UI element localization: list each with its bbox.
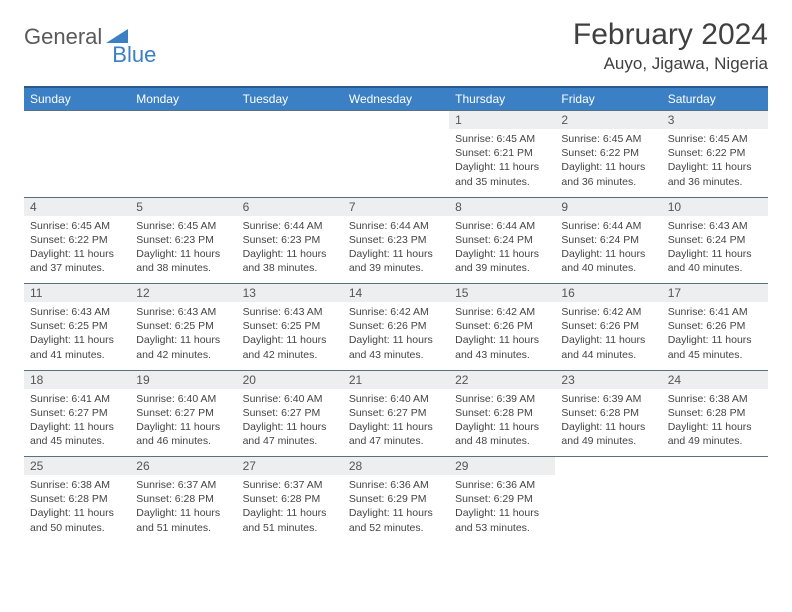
day-details-cell: Sunrise: 6:42 AMSunset: 6:26 PMDaylight:… — [343, 302, 449, 370]
calendar-body: 123Sunrise: 6:45 AMSunset: 6:21 PMDaylig… — [24, 111, 768, 544]
day-number-cell: 1 — [449, 111, 555, 130]
daynum-row: 18192021222324 — [24, 370, 768, 389]
day-number-cell: 17 — [662, 284, 768, 303]
brand-part1: General — [24, 24, 102, 50]
day-details-cell: Sunrise: 6:37 AMSunset: 6:28 PMDaylight:… — [237, 475, 343, 543]
details-row: Sunrise: 6:45 AMSunset: 6:21 PMDaylight:… — [24, 129, 768, 197]
details-row: Sunrise: 6:43 AMSunset: 6:25 PMDaylight:… — [24, 302, 768, 370]
day-number-cell: 29 — [449, 457, 555, 476]
day-details-cell: Sunrise: 6:41 AMSunset: 6:27 PMDaylight:… — [24, 389, 130, 457]
details-row: Sunrise: 6:41 AMSunset: 6:27 PMDaylight:… — [24, 389, 768, 457]
day-details-cell: Sunrise: 6:45 AMSunset: 6:21 PMDaylight:… — [449, 129, 555, 197]
day-details-cell: Sunrise: 6:44 AMSunset: 6:24 PMDaylight:… — [449, 216, 555, 284]
weekday-header: Wednesday — [343, 87, 449, 111]
day-number-cell — [24, 111, 130, 130]
day-details-cell: Sunrise: 6:45 AMSunset: 6:22 PMDaylight:… — [555, 129, 661, 197]
day-number-cell: 5 — [130, 197, 236, 216]
day-details-cell: Sunrise: 6:40 AMSunset: 6:27 PMDaylight:… — [130, 389, 236, 457]
day-number-cell — [555, 457, 661, 476]
day-number-cell: 4 — [24, 197, 130, 216]
page-header: General Blue February 2024 Auyo, Jigawa,… — [24, 18, 768, 74]
day-number-cell: 3 — [662, 111, 768, 130]
day-number-cell: 15 — [449, 284, 555, 303]
day-details-cell: Sunrise: 6:39 AMSunset: 6:28 PMDaylight:… — [449, 389, 555, 457]
day-details-cell: Sunrise: 6:40 AMSunset: 6:27 PMDaylight:… — [237, 389, 343, 457]
day-details-cell — [237, 129, 343, 197]
day-number-cell: 14 — [343, 284, 449, 303]
day-number-cell: 18 — [24, 370, 130, 389]
brand-part2: Blue — [112, 42, 156, 68]
day-number-cell: 13 — [237, 284, 343, 303]
day-number-cell: 21 — [343, 370, 449, 389]
daynum-row: 123 — [24, 111, 768, 130]
day-number-cell: 27 — [237, 457, 343, 476]
weekday-header: Friday — [555, 87, 661, 111]
weekday-header: Saturday — [662, 87, 768, 111]
day-number-cell: 8 — [449, 197, 555, 216]
day-details-cell: Sunrise: 6:41 AMSunset: 6:26 PMDaylight:… — [662, 302, 768, 370]
day-details-cell: Sunrise: 6:38 AMSunset: 6:28 PMDaylight:… — [662, 389, 768, 457]
weekday-header: Sunday — [24, 87, 130, 111]
location-subtitle: Auyo, Jigawa, Nigeria — [573, 54, 768, 74]
day-number-cell: 22 — [449, 370, 555, 389]
daynum-row: 2526272829 — [24, 457, 768, 476]
day-details-cell: Sunrise: 6:43 AMSunset: 6:24 PMDaylight:… — [662, 216, 768, 284]
day-number-cell: 23 — [555, 370, 661, 389]
weekday-header: Thursday — [449, 87, 555, 111]
day-details-cell: Sunrise: 6:37 AMSunset: 6:28 PMDaylight:… — [130, 475, 236, 543]
day-number-cell: 6 — [237, 197, 343, 216]
day-number-cell: 11 — [24, 284, 130, 303]
details-row: Sunrise: 6:45 AMSunset: 6:22 PMDaylight:… — [24, 216, 768, 284]
day-details-cell — [662, 475, 768, 543]
daynum-row: 11121314151617 — [24, 284, 768, 303]
day-details-cell: Sunrise: 6:43 AMSunset: 6:25 PMDaylight:… — [130, 302, 236, 370]
day-details-cell: Sunrise: 6:36 AMSunset: 6:29 PMDaylight:… — [343, 475, 449, 543]
day-number-cell: 7 — [343, 197, 449, 216]
day-details-cell: Sunrise: 6:45 AMSunset: 6:23 PMDaylight:… — [130, 216, 236, 284]
day-details-cell: Sunrise: 6:43 AMSunset: 6:25 PMDaylight:… — [24, 302, 130, 370]
day-details-cell: Sunrise: 6:36 AMSunset: 6:29 PMDaylight:… — [449, 475, 555, 543]
day-details-cell — [555, 475, 661, 543]
day-details-cell: Sunrise: 6:44 AMSunset: 6:23 PMDaylight:… — [237, 216, 343, 284]
day-details-cell: Sunrise: 6:42 AMSunset: 6:26 PMDaylight:… — [555, 302, 661, 370]
day-number-cell: 20 — [237, 370, 343, 389]
day-number-cell: 2 — [555, 111, 661, 130]
calendar-table: Sunday Monday Tuesday Wednesday Thursday… — [24, 86, 768, 543]
day-details-cell — [130, 129, 236, 197]
day-number-cell: 28 — [343, 457, 449, 476]
day-details-cell: Sunrise: 6:44 AMSunset: 6:24 PMDaylight:… — [555, 216, 661, 284]
weekday-header: Tuesday — [237, 87, 343, 111]
day-details-cell — [24, 129, 130, 197]
day-number-cell — [237, 111, 343, 130]
day-number-cell: 26 — [130, 457, 236, 476]
day-number-cell: 19 — [130, 370, 236, 389]
day-details-cell: Sunrise: 6:40 AMSunset: 6:27 PMDaylight:… — [343, 389, 449, 457]
day-details-cell: Sunrise: 6:45 AMSunset: 6:22 PMDaylight:… — [24, 216, 130, 284]
details-row: Sunrise: 6:38 AMSunset: 6:28 PMDaylight:… — [24, 475, 768, 543]
day-details-cell — [343, 129, 449, 197]
daynum-row: 45678910 — [24, 197, 768, 216]
day-details-cell: Sunrise: 6:44 AMSunset: 6:23 PMDaylight:… — [343, 216, 449, 284]
day-number-cell — [662, 457, 768, 476]
day-details-cell: Sunrise: 6:38 AMSunset: 6:28 PMDaylight:… — [24, 475, 130, 543]
day-number-cell: 16 — [555, 284, 661, 303]
day-details-cell: Sunrise: 6:45 AMSunset: 6:22 PMDaylight:… — [662, 129, 768, 197]
day-number-cell: 10 — [662, 197, 768, 216]
day-number-cell: 12 — [130, 284, 236, 303]
day-details-cell: Sunrise: 6:43 AMSunset: 6:25 PMDaylight:… — [237, 302, 343, 370]
day-number-cell: 24 — [662, 370, 768, 389]
day-details-cell: Sunrise: 6:42 AMSunset: 6:26 PMDaylight:… — [449, 302, 555, 370]
day-details-cell: Sunrise: 6:39 AMSunset: 6:28 PMDaylight:… — [555, 389, 661, 457]
day-number-cell — [130, 111, 236, 130]
day-number-cell — [343, 111, 449, 130]
day-number-cell: 25 — [24, 457, 130, 476]
month-title: February 2024 — [573, 18, 768, 52]
day-number-cell: 9 — [555, 197, 661, 216]
brand-logo: General Blue — [24, 24, 154, 50]
weekday-header: Monday — [130, 87, 236, 111]
title-block: February 2024 Auyo, Jigawa, Nigeria — [573, 18, 768, 74]
weekday-header-row: Sunday Monday Tuesday Wednesday Thursday… — [24, 87, 768, 111]
